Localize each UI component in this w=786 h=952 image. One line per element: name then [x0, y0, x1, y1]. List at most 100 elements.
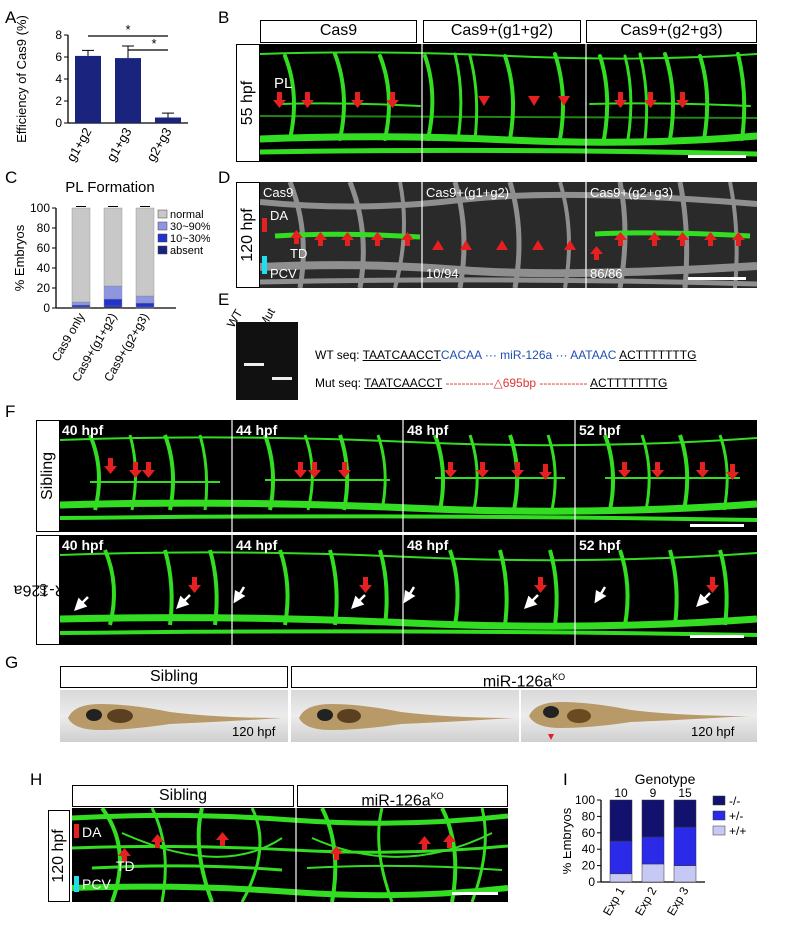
- time-52hpf: 52 hpf: [579, 422, 621, 438]
- bar-segment: [71, 304, 91, 308]
- x-tick-label: Exp 2: [632, 884, 660, 918]
- count-g2g3: 86/86: [590, 266, 623, 281]
- y-tick-label: 20: [582, 859, 596, 873]
- bar-segment: [103, 298, 123, 307]
- bar-segment: [673, 826, 697, 866]
- y-tick-label: 2: [55, 94, 62, 108]
- count-label: 10: [614, 786, 628, 800]
- y-tick-label: 60: [582, 826, 596, 840]
- panel-h-side-label: 120 hpf: [48, 810, 70, 902]
- scale-bar: [690, 524, 744, 527]
- bar-segment: [135, 302, 155, 308]
- panel-b-side-label: 55 hpf: [236, 44, 260, 162]
- pcv-label: PCV: [82, 876, 111, 892]
- legend-label: absent: [170, 245, 203, 257]
- panel-h-header-ko: miR-126aKO: [297, 785, 508, 809]
- larva-ko-2: 120 hpf: [521, 690, 757, 742]
- panel-letter-h: H: [30, 770, 43, 789]
- bar-segment: [609, 873, 633, 883]
- panel-g-header-sibling: Sibling: [60, 666, 288, 688]
- panel-b-header-g2g3: Cas9+(g2+g3): [586, 20, 757, 43]
- time-48hpf: 48 hpf: [407, 422, 449, 438]
- sig-star: *: [151, 36, 156, 51]
- count-g1g2: 10/94: [426, 266, 459, 281]
- panel-b-header-g1g2: Cas9+(g1+g2): [423, 20, 581, 43]
- legend-label: 10~30%: [170, 233, 210, 245]
- x-tick-label: g1+g3: [103, 125, 134, 164]
- y-axis-label: % Embryos: [12, 224, 27, 291]
- wt-sequence: WT seq: TAATCAACCTCACAA ··· miR-126a ···…: [315, 348, 697, 362]
- panel-letter-e: E: [218, 290, 230, 309]
- y-axis-label: Efficiency of Cas9 (%): [14, 15, 29, 143]
- scale-bar: [452, 892, 498, 895]
- y-tick-label: 6: [55, 50, 62, 64]
- bar-segment: [103, 285, 123, 300]
- bar-segment: [641, 799, 665, 838]
- bar-segment: [71, 207, 91, 303]
- legend-label: -/-: [729, 794, 740, 808]
- time-44hpf: 44 hpf: [236, 537, 278, 553]
- legend-label: 30~90%: [170, 221, 210, 233]
- legend-swatch: [157, 209, 168, 219]
- panel-f-sibling-micrograph: 40 hpf 44 hpf 48 hpf 52 hpf: [60, 420, 757, 532]
- bar-segment: [71, 301, 91, 306]
- da-label: DA: [270, 208, 289, 223]
- chart-title: Genotype: [635, 772, 696, 787]
- panel-letter-a: A: [5, 8, 17, 27]
- legend-label: +/-: [729, 809, 743, 823]
- panel-h-micrograph: DA TD PCV: [72, 808, 508, 902]
- x-tick-label: g1+g2: [63, 125, 94, 164]
- panel-letter-i: I: [563, 770, 568, 789]
- y-tick-label: 8: [55, 28, 62, 42]
- bar-segment: [641, 836, 665, 865]
- legend-swatch: [157, 233, 168, 243]
- legend-swatch: [157, 245, 168, 255]
- panel-f-ko-micrograph: 40 hpf 44 hpf 48 hpf 52 hpf: [60, 535, 757, 645]
- y-tick-label: 40: [582, 842, 596, 856]
- y-tick-label: 60: [37, 241, 51, 255]
- y-tick-label: 0: [43, 301, 50, 315]
- bar: [75, 55, 101, 123]
- legend-swatch: [157, 221, 168, 231]
- chart-c: PL Formation 0 20 40 60 80 100% Embryos Cas9 on…: [10, 174, 211, 404]
- bar-segment: [641, 863, 665, 883]
- legend-swatch: [712, 810, 726, 821]
- panel-g-header-ko: miR-126aKO: [291, 666, 757, 690]
- panel-letter-g: G: [5, 653, 19, 672]
- bar-segment: [135, 295, 155, 304]
- time-44hpf: 44 hpf: [236, 422, 278, 438]
- y-tick-label: 100: [30, 201, 50, 215]
- larva-ko-1: [291, 690, 519, 742]
- chart-title: PL Formation: [65, 179, 154, 196]
- bar-segment: [673, 865, 697, 883]
- scale-bar: [688, 277, 746, 280]
- chart-a: 0 2 4 6 8 g1+g2 g1+g3 g2+g3 Efficiency of Cas9 (…: [10, 15, 210, 175]
- y-tick-label: 100: [575, 793, 595, 807]
- y-tick-label: 40: [37, 261, 51, 275]
- y-tick-label: 80: [37, 221, 51, 235]
- y-tick-label: 4: [55, 72, 62, 86]
- chart-a-svg: 0 2 4 6 8 g1+g2 g1+g3 g2+g3 Efficiency of Cas9 (…: [14, 15, 188, 164]
- y-tick-label: 20: [37, 281, 51, 295]
- time-48hpf: 48 hpf: [407, 537, 449, 553]
- x-tick-label: Exp 3: [664, 884, 692, 918]
- td-label: TD: [290, 246, 308, 261]
- chart-i-svg: Genotype 0 20 40 60 80 100% Embryos 10 Exp 1 9 Exp…: [559, 771, 746, 918]
- scale-bar: [688, 155, 746, 158]
- panel-b-header-cas9: Cas9: [260, 20, 417, 43]
- mut-sequence: Mut seq: TAATCAACCT ------------△695bp -…: [315, 376, 668, 390]
- scale-bar: [690, 635, 744, 638]
- larva-sibling: 120 hpf: [60, 690, 288, 742]
- panel-h-header-sibling: Sibling: [72, 785, 294, 807]
- panel-d-title-cas9: Cas9: [263, 185, 294, 200]
- x-tick-label: g2+g3: [143, 125, 174, 164]
- gel-band-wt: [244, 363, 264, 366]
- y-tick-label: 0: [588, 875, 595, 889]
- panel-b-micrograph: PL: [260, 44, 757, 162]
- legend-label: normal: [170, 209, 204, 221]
- panel-letter-b: B: [218, 8, 230, 27]
- pl-label: PL: [274, 75, 293, 92]
- x-tick-label: Exp 1: [600, 884, 628, 918]
- bar-segment: [135, 207, 155, 297]
- panel-f-row-sibling: Sibling: [36, 420, 60, 532]
